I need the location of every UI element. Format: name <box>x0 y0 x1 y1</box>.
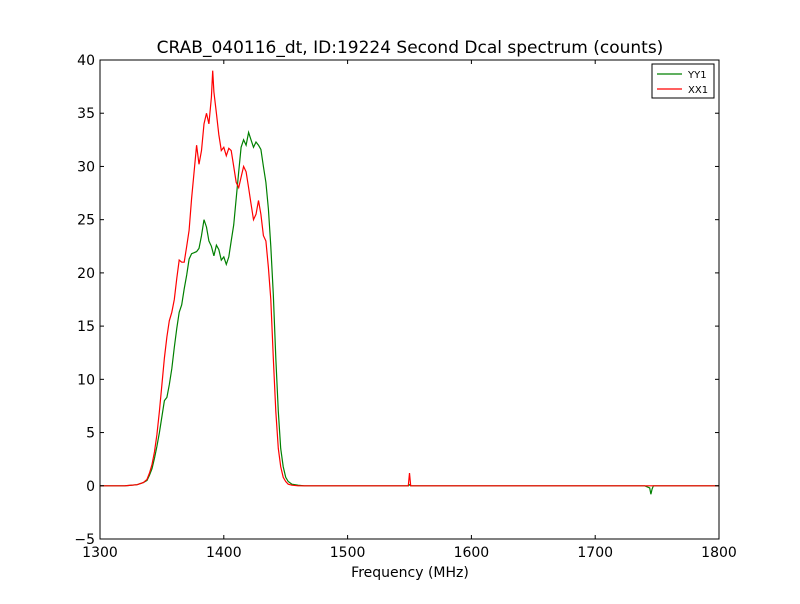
series-line-xx1 <box>100 70 719 487</box>
y-tick-label: 30 <box>77 159 95 175</box>
y-tick-label: 10 <box>77 372 95 388</box>
y-tick-label: 40 <box>77 53 95 69</box>
x-axis-label: Frequency (MHz) <box>351 565 469 581</box>
y-tick-label: −5 <box>74 532 95 548</box>
y-tick-label: 15 <box>77 319 95 335</box>
x-tick-label: 1600 <box>454 545 490 561</box>
axes-frame <box>99 59 720 540</box>
x-tick-label: 1500 <box>330 545 366 561</box>
x-tick-label: 1400 <box>206 545 242 561</box>
y-tick-label: 35 <box>77 106 95 122</box>
y-tick-label: 25 <box>77 213 95 229</box>
y-tick-label: 0 <box>86 479 95 495</box>
plot-area: 1300 1400 1500 1600 1700 1800 −5 0 5 10 15 20 25 30 35… <box>74 53 736 561</box>
x-tick-label: 1300 <box>82 545 118 561</box>
x-tick-label: 1700 <box>577 545 613 561</box>
y-tick-label: 5 <box>86 426 95 442</box>
legend-box <box>651 63 715 99</box>
x-tick-label: 1800 <box>701 545 737 561</box>
chart-title: CRAB_040116_dt, ID:19224 Second Dcal spe… <box>157 38 664 58</box>
legend-label-xx1: XX1 <box>688 85 708 96</box>
legend-label-yy1: YY1 <box>687 70 707 81</box>
y-tick-label: 20 <box>77 266 95 282</box>
